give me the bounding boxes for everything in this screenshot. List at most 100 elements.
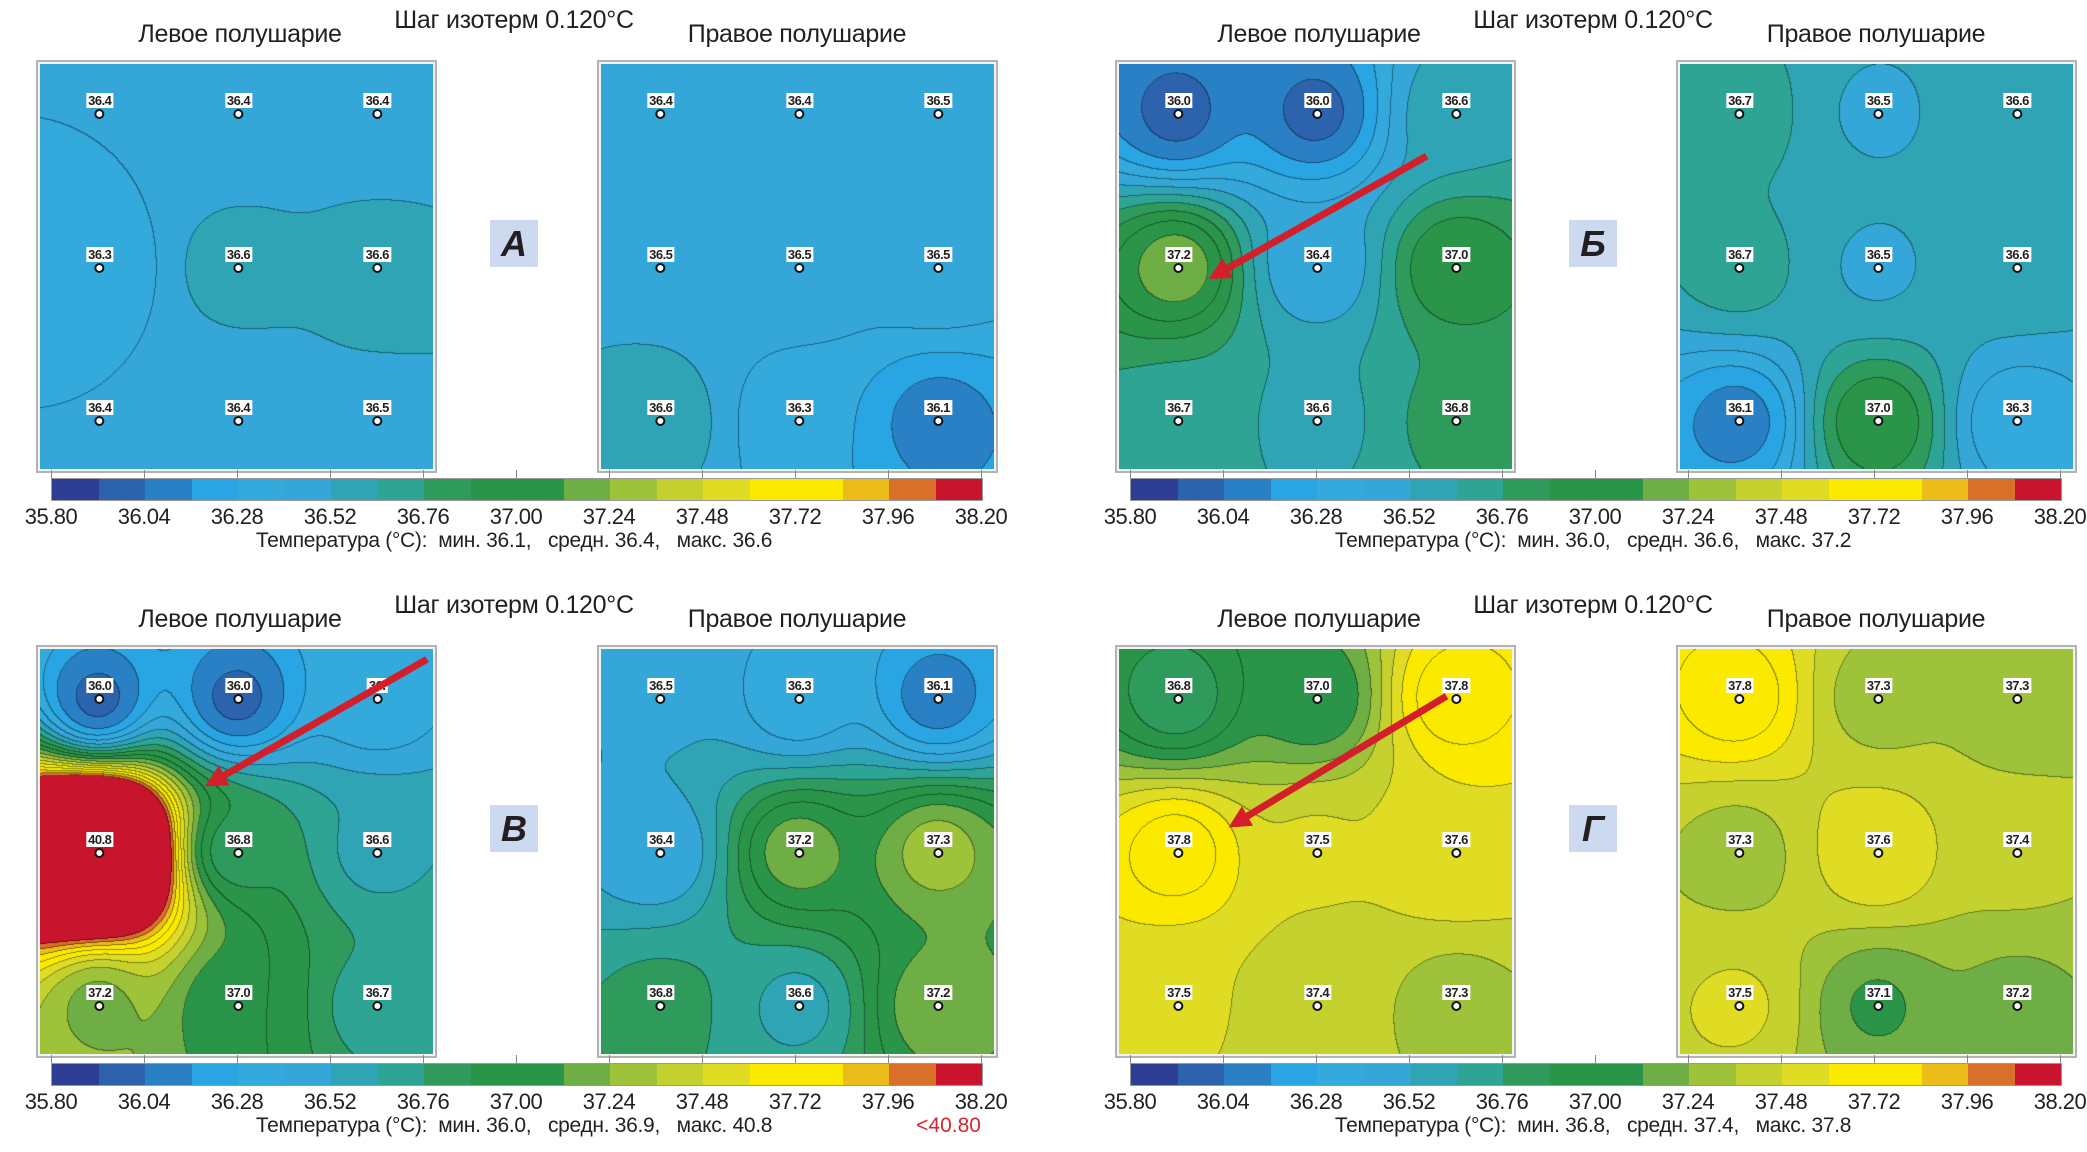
color-scale-segment <box>749 1064 796 1085</box>
sensor-value: 37.2 <box>86 985 114 1001</box>
color-scale-segment <box>1735 479 1782 500</box>
sensor-marker-icon <box>1451 416 1462 427</box>
panel-letter: Г <box>1569 805 1617 852</box>
sensor-value: 36.8 <box>1165 677 1193 693</box>
color-scale-segment <box>284 479 331 500</box>
scale-tick-label: 37.00 <box>1568 504 1622 529</box>
sensor-marker-icon <box>233 262 244 273</box>
scale-tick-label: 36.52 <box>1382 504 1436 529</box>
sensor-value: 36.6 <box>647 400 675 416</box>
sensor-marker-icon <box>94 693 105 704</box>
sensor-value: 36.5 <box>924 92 952 108</box>
sensor-value: 36.6 <box>363 831 391 847</box>
scale-tick-mark <box>2060 470 2061 478</box>
sensor-marker-icon <box>1312 262 1323 273</box>
sensor-value: 36.7 <box>1726 92 1754 108</box>
sensor-marker-icon <box>372 416 383 427</box>
color-scale-segment <box>284 1064 331 1085</box>
color-scale-bar <box>1130 478 2062 501</box>
color-scale-segment <box>1177 479 1224 500</box>
sensor-value: 37.2 <box>785 831 814 847</box>
color-scale-segment <box>145 479 192 500</box>
color-scale-segment <box>1317 1064 1364 1085</box>
sensor-value: 36.8 <box>647 985 675 1001</box>
sensor-point: 37.8 <box>1165 831 1193 858</box>
sensor-marker-icon <box>2012 693 2023 704</box>
sensor-marker-icon <box>372 262 383 273</box>
sensor-value: 36.6 <box>785 985 814 1001</box>
sensor-marker-icon <box>1734 847 1745 858</box>
sensor-point: 36.4 <box>224 92 253 119</box>
sensor-value: 36.3 <box>2003 400 2031 416</box>
color-scale-segment <box>703 1064 750 1085</box>
sensor-marker-icon <box>372 108 383 119</box>
sensor-point: 36.7 <box>1726 92 1754 119</box>
color-scale-segment <box>563 1064 610 1085</box>
right-hemisphere-title: Правое полушарие <box>1766 20 1986 48</box>
color-scale-segment <box>656 479 703 500</box>
sensor-value: 36. <box>366 677 388 693</box>
sensor-marker-icon <box>655 693 666 704</box>
sensor-point: 36.4 <box>647 92 675 119</box>
scale-tick-mark <box>702 470 703 478</box>
sensor-marker-icon <box>1734 108 1745 119</box>
color-scale-segment <box>517 1064 564 1085</box>
sensor-marker-icon <box>372 1001 383 1012</box>
scale-tick-label: 37.96 <box>1940 504 1994 529</box>
sensor-value: 36.4 <box>363 92 391 108</box>
sensor-marker-icon <box>655 108 666 119</box>
color-scale-segment <box>377 1064 424 1085</box>
sensor-value: 36.6 <box>363 246 391 262</box>
sensor-point: 36.3 <box>2003 400 2031 427</box>
color-scale-segment <box>703 479 750 500</box>
color-scale-segment <box>1456 479 1503 500</box>
sensor-marker-icon <box>1873 1001 1884 1012</box>
sensor-value: 36.6 <box>2003 92 2031 108</box>
sensor-value: 36.4 <box>86 92 114 108</box>
sensor-point: 37.4 <box>2003 831 2031 858</box>
sensor-value: 36.5 <box>1864 246 1893 262</box>
scale-tick-label: 36.52 <box>1382 1089 1436 1114</box>
scale-tick-label: 35.80 <box>1103 504 1157 529</box>
sensor-value: 37.2 <box>924 985 952 1001</box>
color-scale-segment <box>1642 1064 1689 1085</box>
sensor-marker-icon <box>94 416 105 427</box>
right-hemisphere-map: 36.4 36.4 36.5 36.5 36.5 36.5 36.6 36.3 … <box>597 60 998 473</box>
sensor-value: 36.4 <box>86 400 114 416</box>
sensor-value: 36.5 <box>647 246 675 262</box>
sensor-value: 37.0 <box>1303 677 1332 693</box>
sensor-value: 37.5 <box>1165 985 1193 1001</box>
scale-tick-label: 35.80 <box>1103 1089 1157 1114</box>
sensor-marker-icon <box>372 847 383 858</box>
sensor-value: 36.7 <box>363 985 391 1001</box>
scale-tick-mark <box>888 1055 889 1063</box>
color-scale-segment <box>1968 479 2015 500</box>
temperature-summary: Температура (°C): мин. 36.1, средн. 36.4… <box>255 529 773 552</box>
scale-tick-mark <box>423 470 424 478</box>
sensor-marker-icon <box>794 847 805 858</box>
sensor-value: 36.6 <box>2003 246 2031 262</box>
scale-tick-mark <box>1316 470 1317 478</box>
sensor-point: 36.1 <box>924 677 952 704</box>
scale-tick-label: 37.48 <box>675 504 729 529</box>
color-scale-segment <box>1503 479 1550 500</box>
sensor-point: 36.4 <box>363 92 391 119</box>
scale-tick-label: 37.72 <box>1847 1089 1901 1114</box>
sensor-marker-icon <box>1173 847 1184 858</box>
sensor-value: 36.1 <box>924 677 952 693</box>
color-scale-segment <box>145 1064 192 1085</box>
color-scale-segment <box>935 1064 982 1085</box>
scale-tick-mark <box>1874 470 1875 478</box>
scale-tick-mark <box>1130 1055 1131 1063</box>
color-scale-segment <box>1689 479 1736 500</box>
color-scale-segment <box>796 1064 843 1085</box>
color-scale-segment <box>1131 479 1178 500</box>
color-scale-segment <box>1224 479 1271 500</box>
sensor-marker-icon <box>1873 416 1884 427</box>
sensor-marker-icon <box>233 1001 244 1012</box>
sensor-marker-icon <box>1451 108 1462 119</box>
thermogram-panel-1: Левое полушарие Шаг изотерм 0.120°C Прав… <box>1079 0 2087 567</box>
sensor-value: 36.3 <box>785 677 814 693</box>
sensor-marker-icon <box>1173 108 1184 119</box>
scale-tick-mark <box>144 470 145 478</box>
